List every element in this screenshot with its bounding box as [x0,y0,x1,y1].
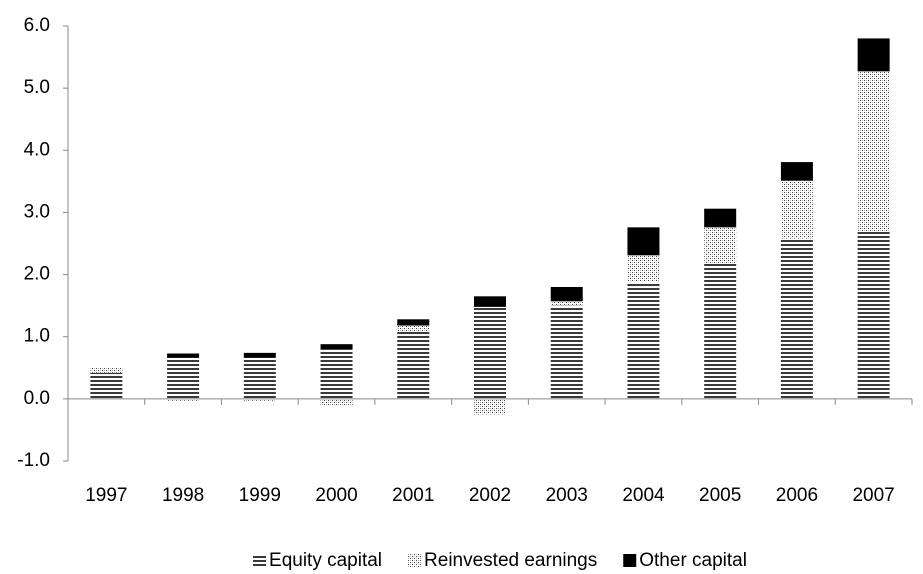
y-tick-label: -1.0 [17,450,50,471]
bar-segment [320,344,353,350]
x-tick-label: 2002 [469,485,511,506]
bar-segment [397,331,430,399]
bar-segment [627,255,660,283]
legend-swatch [253,554,267,567]
bar-segment [857,71,890,232]
y-tick-label: 1.0 [24,326,50,347]
bar-segment [474,306,506,399]
x-tick-label: 1997 [85,485,127,506]
x-tick-label: 2001 [392,485,434,506]
bar-segment [550,287,583,302]
x-tick-label: 2007 [852,485,894,506]
bar-segment [857,231,890,399]
legend-label: Other capital [639,550,747,571]
bar-segment [550,305,583,399]
legend-swatch [623,554,637,567]
bar-segment [167,398,200,401]
bar-segment [704,208,737,228]
bar-segment [320,398,353,406]
bar-segment [550,301,583,306]
bar-segment [320,349,353,399]
bar-segment [167,357,200,399]
x-tick-label: 1999 [239,485,281,506]
x-tick-label: 1998 [162,485,204,506]
y-tick-label: 0.0 [24,388,50,409]
x-tick-label: 2000 [315,485,357,506]
bar-segment [243,352,276,358]
y-tick-label: 6.0 [24,15,50,36]
legend-swatch [408,554,422,567]
bar-segment [90,367,123,373]
bar-segment [627,282,660,399]
x-tick-label: 2004 [622,485,665,506]
x-tick-label: 2005 [699,485,741,506]
y-tick-label: 3.0 [24,201,50,222]
legend-label: Equity capital [269,550,382,571]
bar-segment [90,372,123,399]
y-tick-label: 2.0 [24,264,50,285]
bar-segment [780,180,813,239]
legend-label: Reinvested earnings [424,550,597,571]
bar-segment [780,238,813,399]
y-tick-label: 5.0 [24,77,50,98]
bar-segment [474,296,506,307]
bar-segment [857,38,890,72]
bar-segment [167,353,200,358]
y-tick-label: 4.0 [24,139,50,160]
bar-segment [780,162,813,181]
bar-segment [474,398,506,415]
bar-segment [627,227,660,256]
bar-segment [704,263,737,399]
x-tick-label: 2006 [776,485,818,506]
bar-segment [397,325,430,332]
bar-segment [243,357,276,399]
bar-segment [704,227,737,264]
bar-segment [397,319,430,326]
bar-segment [243,398,276,401]
x-tick-label: 2003 [546,485,588,506]
